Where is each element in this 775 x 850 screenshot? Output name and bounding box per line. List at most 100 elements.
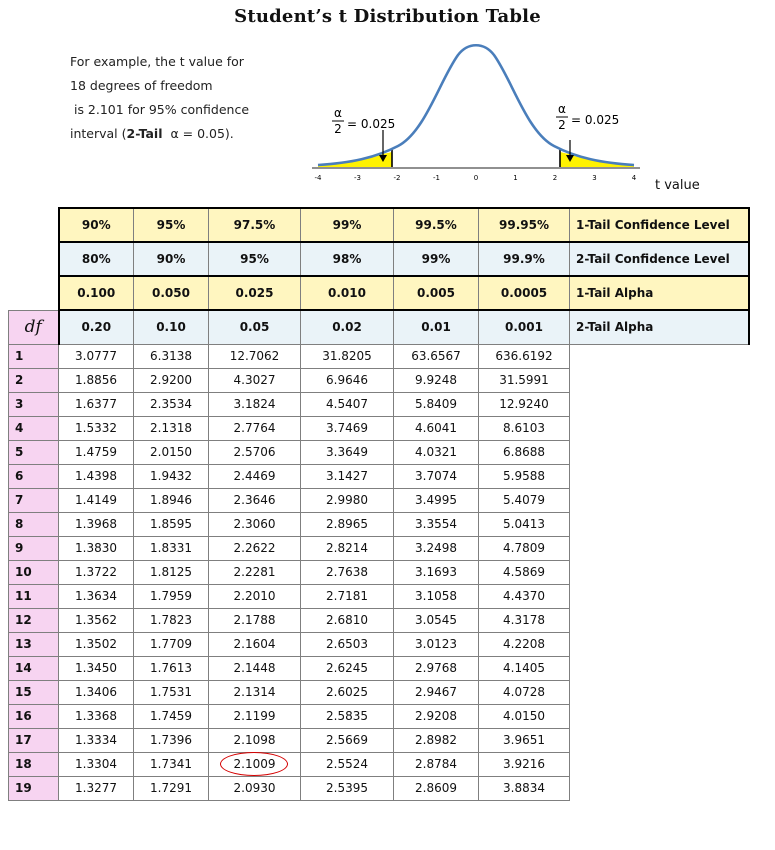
critical-value-cell: 2.6025 [300,679,394,705]
right-tail-shade [560,152,634,167]
table-row: 11 1.3634 1.7959 2.2010 2.7181 3.1058 4.4370 [8,583,749,609]
blank-cell [569,680,749,704]
critical-value-cell: 4.4370 [478,583,570,609]
critical-value-cell: 4.3178 [478,607,570,633]
blank-cell [569,752,749,776]
blank-cell [569,416,749,440]
axis-label: t value [655,178,700,193]
critical-value-cell: 1.7823 [133,607,209,633]
critical-value-cell: 2.5835 [300,703,394,729]
table-row: 1 3.0777 6.3138 12.7062 31.8205 63.6567 636.61… [8,343,749,369]
critical-value-cell: 2.8214 [300,535,394,561]
df-cell: 13 [8,631,59,657]
header-value-cell: 90% [57,207,134,243]
critical-value-cell: 2.7764 [208,415,301,441]
critical-value-cell: 1.5332 [58,415,134,441]
critical-value-cell: 1.7613 [133,655,209,681]
critical-value-cell: 1.3406 [58,679,134,705]
axis-tick-label: -4 [315,174,323,182]
critical-value-cell: 4.0728 [478,679,570,705]
header-value-cell: 0.025 [208,275,301,311]
example-line-2: 18 degrees of freedom [70,78,213,93]
df-cell: 4 [8,415,59,441]
critical-value-cell: 31.5991 [478,367,570,393]
critical-value-cell: 2.3646 [208,487,301,513]
page-title: Student’s t Distribution Table [234,6,541,27]
header-row: 90% 95% 97.5% 99% 99.5% 99.95% 1-Tail Confiden… [8,207,750,243]
critical-value-cell: 6.3138 [133,343,209,369]
critical-value-cell: 2.1604 [208,631,301,657]
table-row: 15 1.3406 1.7531 2.1314 2.6025 2.9467 4.0728 [8,679,749,705]
table-row: 17 1.3334 1.7396 2.1098 2.5669 2.8982 3.9651 [8,727,749,753]
critical-value-cell: 1.8946 [133,487,209,513]
critical-value-cell: 5.9588 [478,463,570,489]
critical-value-cell: 6.9646 [300,367,394,393]
critical-value-cell: 1.3634 [58,583,134,609]
header-label-cell: 1-Tail Confidence Level [569,207,750,243]
header-value-cell: 0.005 [393,275,479,311]
left-tail-shade [318,152,392,167]
critical-value-cell: 1.3830 [58,535,134,561]
table-row: 19 1.3277 1.7291 2.0930 2.5395 2.8609 3.8834 [8,775,749,801]
critical-value-cell: 1.7341 [133,751,209,777]
critical-value-cell: 1.7396 [133,727,209,753]
critical-value-cell: 1.6377 [58,391,134,417]
critical-value-cell: 2.8609 [393,775,479,801]
critical-value-cell: 3.0545 [393,607,479,633]
table-row: 9 1.3830 1.8331 2.2622 2.8214 3.2498 4.7809 [8,535,749,561]
critical-value-cell: 1.7531 [133,679,209,705]
right-alpha-two: 2 [558,118,566,132]
critical-value-cell: 4.5407 [300,391,394,417]
critical-value-cell: 4.2208 [478,631,570,657]
critical-value-cell: 2.6810 [300,607,394,633]
critical-value-cell: 3.9216 [478,751,570,777]
blank-cell [569,440,749,464]
critical-value-cell: 1.9432 [133,463,209,489]
critical-value-cell: 2.7638 [300,559,394,585]
header-value-cell: 0.050 [133,275,209,311]
critical-value-cell: 1.3304 [58,751,134,777]
df-column-header: df [8,309,59,345]
df-cell: 3 [8,391,59,417]
critical-value-cell: 1.3722 [58,559,134,585]
axis-tick-label: -1 [433,174,440,182]
critical-value-cell: 2.9768 [393,655,479,681]
highlighted-value: 2.1009 [219,752,288,776]
critical-value-cell: 6.8688 [478,439,570,465]
critical-value-cell: 63.6567 [393,343,479,369]
critical-value-cell: 3.2498 [393,535,479,561]
blank-cell [569,584,749,608]
critical-value-cell: 2.4469 [208,463,301,489]
critical-value-cell: 8.6103 [478,415,570,441]
example-line-4: interval (2-Tail α = 0.05). [70,126,234,141]
blank-cell [569,392,749,416]
critical-value-cell: 2.9980 [300,487,394,513]
critical-value-cell: 12.9240 [478,391,570,417]
critical-value-cell: 2.0930 [208,775,301,801]
critical-value-cell: 2.1448 [208,655,301,681]
axis-tick-label: -3 [354,174,361,182]
header-value-cell: 99% [393,241,479,277]
critical-value-cell: 9.9248 [393,367,479,393]
critical-value-cell: 5.4079 [478,487,570,513]
header-value-cell: 80% [57,241,134,277]
critical-value-cell: 2.3060 [208,511,301,537]
header-label-cell: 2-Tail Confidence Level [569,241,750,277]
critical-value-cell: 1.7291 [133,775,209,801]
critical-value-cell: 1.4759 [58,439,134,465]
blank-cell [569,608,749,632]
df-cell: 7 [8,487,59,513]
header-value-cell: 0.02 [300,309,394,345]
df-cell: 10 [8,559,59,585]
axis-tick-label: -2 [394,174,401,182]
df-cell: 15 [8,679,59,705]
t-distribution-table: 90% 95% 97.5% 99% 99.5% 99.95% 1-Tail Confiden… [8,207,750,801]
critical-value-cell: 1.3968 [58,511,134,537]
critical-value-cell: 2.6245 [300,655,394,681]
critical-value-cell: 2.9467 [393,679,479,705]
critical-value-cell: 1.8331 [133,535,209,561]
critical-value-cell: 3.9651 [478,727,570,753]
header-row: df 0.20 0.10 0.05 0.02 0.01 0.001 2-Tail Alpha [8,309,750,345]
critical-value-cell: 2.7181 [300,583,394,609]
critical-value-cell: 4.0150 [478,703,570,729]
